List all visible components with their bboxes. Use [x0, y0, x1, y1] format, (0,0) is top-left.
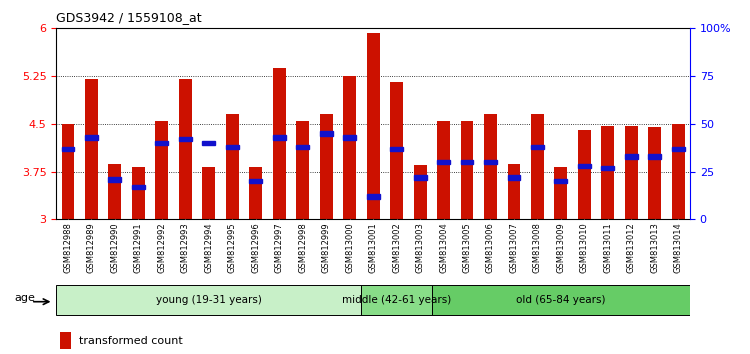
Bar: [672, 147, 685, 151]
Bar: [60, 332, 71, 349]
Bar: [296, 121, 309, 219]
Bar: [413, 175, 427, 180]
Bar: [109, 177, 122, 182]
Bar: [531, 114, 544, 219]
Text: transformed count: transformed count: [79, 336, 182, 346]
Bar: [437, 121, 450, 219]
Bar: [296, 144, 309, 149]
Bar: [484, 114, 497, 219]
Bar: [602, 166, 614, 170]
Bar: [155, 141, 168, 145]
Bar: [62, 124, 74, 219]
Bar: [202, 141, 215, 145]
Bar: [367, 33, 380, 219]
Text: GDS3942 / 1559108_at: GDS3942 / 1559108_at: [56, 11, 202, 24]
Bar: [648, 154, 662, 159]
Text: age: age: [14, 293, 35, 303]
Bar: [625, 154, 638, 159]
Bar: [554, 167, 567, 219]
Bar: [344, 76, 356, 219]
Bar: [320, 131, 333, 136]
Bar: [249, 179, 262, 183]
Bar: [226, 144, 238, 149]
Bar: [508, 164, 520, 219]
Bar: [132, 167, 145, 219]
Bar: [390, 82, 403, 219]
Bar: [226, 114, 238, 219]
Bar: [249, 167, 262, 219]
Bar: [273, 135, 286, 139]
Bar: [531, 144, 544, 149]
Bar: [179, 137, 192, 141]
Bar: [56, 285, 362, 315]
Bar: [202, 167, 215, 219]
Bar: [344, 135, 356, 139]
Bar: [179, 79, 192, 219]
Bar: [367, 194, 380, 199]
Bar: [362, 285, 432, 315]
Bar: [85, 135, 98, 139]
Bar: [109, 164, 122, 219]
Bar: [320, 114, 333, 219]
Bar: [578, 164, 591, 168]
Bar: [625, 126, 638, 219]
Bar: [648, 127, 662, 219]
Bar: [390, 147, 403, 151]
Bar: [484, 160, 497, 164]
Bar: [437, 160, 450, 164]
Bar: [554, 179, 567, 183]
Bar: [132, 185, 145, 189]
Text: old (65-84 years): old (65-84 years): [516, 295, 606, 305]
Bar: [672, 124, 685, 219]
Bar: [432, 285, 690, 315]
Text: middle (42-61 years): middle (42-61 years): [342, 295, 452, 305]
Bar: [460, 160, 473, 164]
Bar: [578, 130, 591, 219]
Bar: [508, 175, 520, 180]
Bar: [460, 121, 473, 219]
Text: young (19-31 years): young (19-31 years): [156, 295, 262, 305]
Bar: [62, 147, 74, 151]
Bar: [155, 121, 168, 219]
Bar: [273, 68, 286, 219]
Bar: [85, 79, 98, 219]
Bar: [413, 165, 427, 219]
Bar: [602, 126, 614, 219]
